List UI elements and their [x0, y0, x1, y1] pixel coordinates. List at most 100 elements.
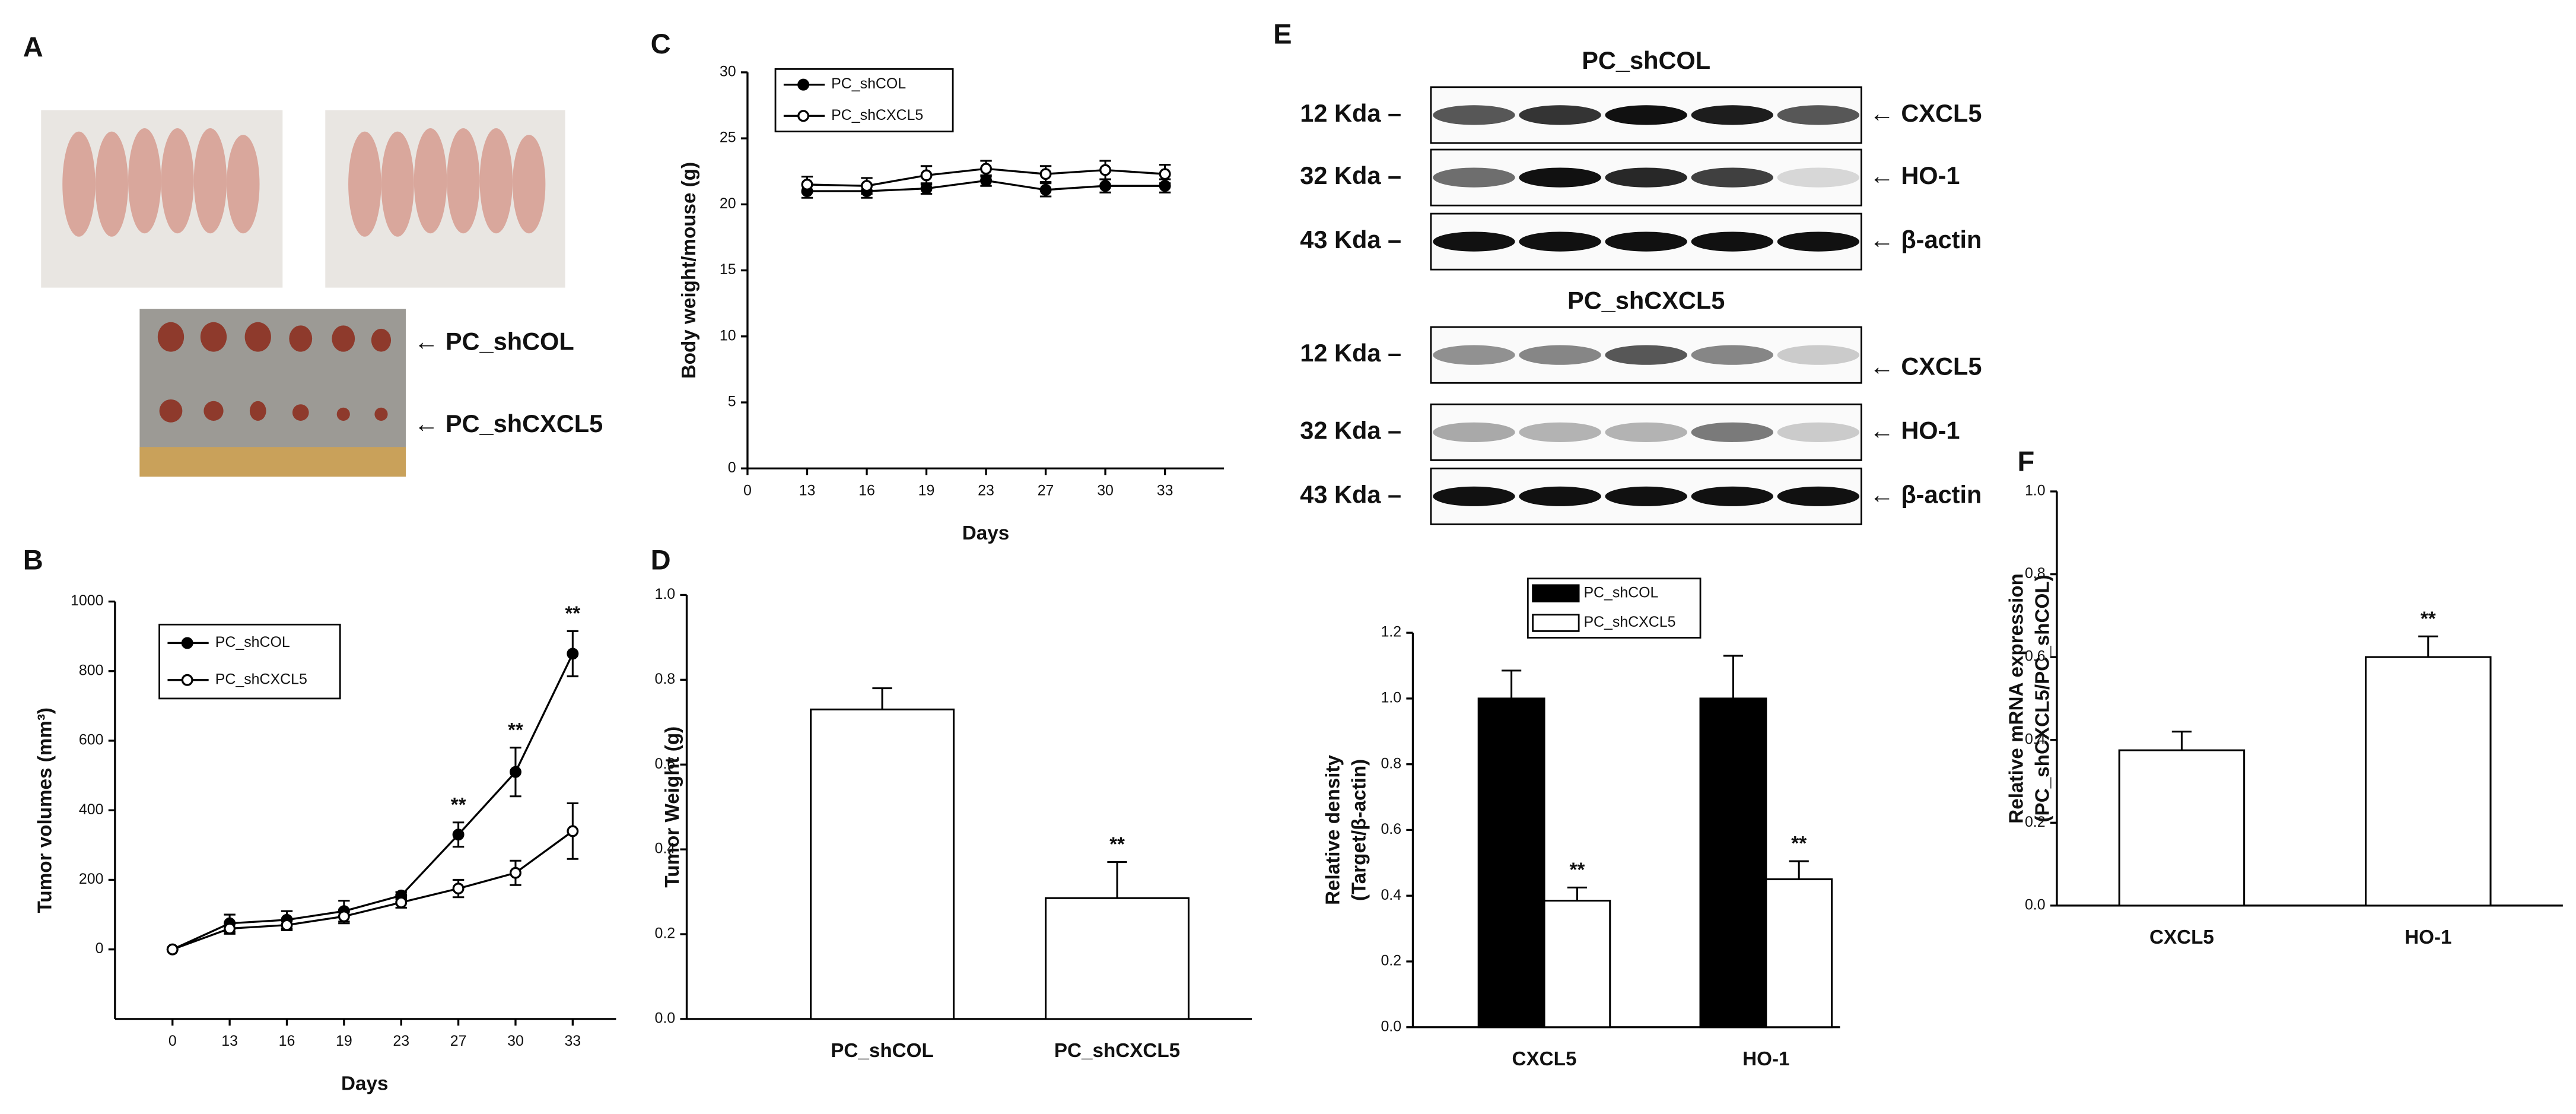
x-tick-label: PC_shCOL — [831, 1040, 934, 1062]
x-tick-label: 19 — [918, 483, 935, 499]
blot-size: 12 Kda – — [1300, 99, 1401, 127]
y-tick-label: 10 — [720, 327, 736, 344]
band — [1777, 231, 1860, 252]
y-tick-label: 0 — [728, 459, 736, 476]
legend-label: PC_shCOL — [831, 75, 906, 92]
bar — [1045, 897, 1190, 1020]
x-tick-label: 23 — [393, 1033, 409, 1049]
legend-label: PC_shCXCL5 — [215, 671, 307, 687]
band — [1605, 486, 1687, 506]
x-tick-label: 13 — [799, 483, 816, 499]
significance: ** — [508, 719, 523, 741]
band — [1519, 345, 1601, 365]
marker — [1159, 168, 1171, 180]
marker — [1099, 180, 1112, 192]
band — [1605, 345, 1687, 365]
y-tick-label: 800 — [79, 662, 104, 678]
blot-target: ← CXCL5 — [1869, 99, 1982, 127]
marker — [452, 883, 465, 895]
x-tick-label: 30 — [507, 1033, 524, 1049]
band — [1691, 105, 1774, 125]
legend-marker — [797, 110, 810, 122]
blot-target: ← HO-1 — [1869, 416, 1960, 444]
x-tick-label: CXCL5 — [2149, 926, 2214, 948]
marker — [166, 943, 179, 956]
bar — [1699, 697, 1767, 1029]
blot-title: PC_shCOL — [1582, 46, 1710, 74]
legend-swatch — [1532, 614, 1580, 632]
y-tick-label: 400 — [79, 801, 104, 818]
bar — [1765, 878, 1833, 1029]
band — [1605, 422, 1687, 442]
legend-swatch — [1532, 584, 1580, 602]
band — [1691, 345, 1774, 365]
y-tick-label: 0.4 — [2025, 731, 2046, 747]
blot-size: 43 Kda – — [1300, 226, 1401, 253]
legend-label: PC_shCXCL5 — [1583, 614, 1675, 630]
y-tick-label: 0.6 — [2025, 648, 2046, 665]
y-tick-label: 0.2 — [1381, 953, 1401, 969]
marker — [1099, 164, 1112, 176]
band — [1777, 422, 1860, 442]
photo-label: ← PC_shCXCL5 — [414, 410, 603, 437]
band — [1433, 231, 1515, 252]
y-tick-label: 0.8 — [2025, 565, 2046, 582]
y-tick-label: 1.2 — [1381, 624, 1401, 640]
y-axis-label: Body weight/mouse (g) — [678, 162, 700, 379]
marker — [395, 896, 408, 909]
y-tick-label: 25 — [720, 129, 736, 146]
band — [1605, 105, 1687, 125]
marker — [567, 648, 579, 660]
band — [1777, 345, 1860, 365]
panel-letter: C — [651, 28, 671, 59]
x-tick-label: PC_shCXCL5 — [1054, 1040, 1180, 1062]
legend-marker — [797, 78, 810, 91]
y-axis-label: (PC_shCXCL5/PC_shCOL) — [2032, 575, 2054, 822]
blot-target: ← CXCL5 — [1869, 352, 1982, 380]
blot-size: 32 Kda – — [1300, 416, 1401, 444]
significance: ** — [1791, 833, 1807, 855]
band — [1605, 231, 1687, 252]
y-tick-label: 0.4 — [654, 840, 675, 857]
x-tick-label: HO-1 — [1742, 1048, 1789, 1070]
mouse-photos — [41, 110, 565, 477]
x-tick-label: 23 — [978, 483, 994, 499]
band — [1433, 422, 1515, 442]
tumors — [157, 322, 392, 423]
blot-target: ← β-actin — [1869, 226, 1982, 253]
error-bar — [1723, 655, 1744, 699]
marker — [861, 180, 873, 192]
band — [1519, 167, 1601, 188]
significance: ** — [1109, 834, 1125, 856]
significance: ** — [1569, 859, 1585, 881]
error-bar — [1567, 886, 1587, 901]
marker — [980, 163, 993, 175]
error-bar — [2171, 731, 2192, 751]
bar — [1477, 697, 1545, 1029]
bar — [2118, 749, 2246, 907]
x-tick-label: 27 — [450, 1033, 467, 1049]
y-tick-label: 0.6 — [654, 756, 675, 772]
y-tick-label: 200 — [79, 871, 104, 887]
legend-box — [158, 623, 341, 700]
error-bar — [1107, 861, 1127, 899]
blot-size: 32 Kda – — [1300, 161, 1401, 189]
x-tick-label: 16 — [279, 1033, 295, 1049]
band — [1691, 167, 1774, 188]
mice — [62, 128, 546, 237]
x-tick-label: 0 — [743, 483, 752, 499]
blot-size: 12 Kda – — [1300, 339, 1401, 367]
marker — [801, 178, 813, 191]
band — [1777, 167, 1860, 188]
band — [1433, 345, 1515, 365]
x-tick-label: 33 — [1157, 483, 1173, 499]
y-tick-label: 0 — [96, 940, 104, 957]
y-axis-label: Tumor volumes (mm³) — [34, 707, 56, 913]
x-tick-label: 16 — [858, 483, 875, 499]
panel-letter: B — [23, 544, 43, 576]
x-tick-label: 19 — [336, 1033, 352, 1049]
error-bar — [872, 687, 892, 710]
x-axis-label: Days — [962, 522, 1009, 544]
significance: ** — [2421, 608, 2436, 630]
